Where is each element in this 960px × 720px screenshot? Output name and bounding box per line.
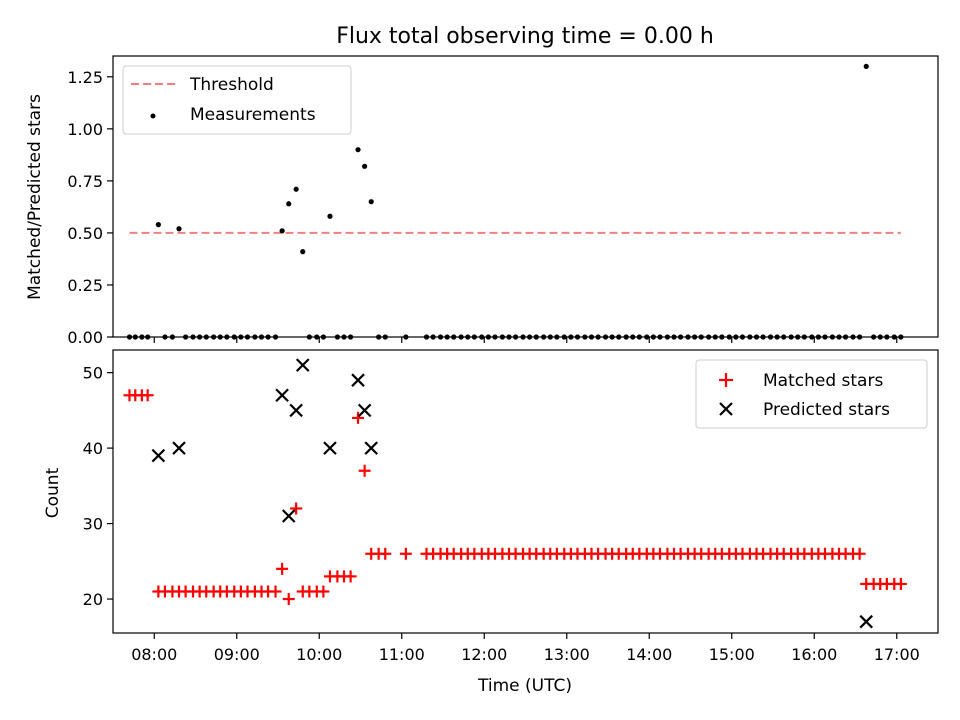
matched-star-point <box>290 502 303 515</box>
predicted-star-point <box>172 441 186 455</box>
matched-star-point <box>358 464 371 477</box>
matched-star-point <box>282 593 295 606</box>
chart-title: Flux total observing time = 0.00 h <box>336 24 714 49</box>
bottom-y-axis-label: Count <box>43 467 63 518</box>
measurement-point <box>286 201 292 207</box>
legend-measurements-label: Measurements <box>190 105 316 125</box>
matched-star-point <box>344 570 357 583</box>
legend-predicted-label: Predicted stars <box>763 400 890 420</box>
legend-matched-swatch <box>719 373 733 387</box>
bottom-x-tick-label: 14:00 <box>626 645 672 664</box>
bottom-panel: Count Time (UTC) 20 30 40 50 08:00 09:00 10:0… <box>43 349 939 696</box>
top-legend-box <box>122 65 352 135</box>
bottom-y-tick-label: 50 <box>83 364 103 383</box>
bottom-x-tick-label: 10:00 <box>296 645 342 664</box>
bottom-x-tick-label: 11:00 <box>379 645 425 664</box>
top-y-tick-label: 1.00 <box>67 120 103 139</box>
predicted-star-point <box>357 403 372 418</box>
top-y-tick-label: 1.25 <box>67 68 103 87</box>
bottom-x-tick-label: 09:00 <box>214 645 260 664</box>
legend-matched-label: Matched stars <box>763 371 883 391</box>
bottom-x-tick-label: 08:00 <box>131 645 177 664</box>
bottom-x-tick-label: 15:00 <box>709 645 755 664</box>
predicted-star-point <box>281 509 296 523</box>
bottom-y-tick-label: 20 <box>83 590 103 609</box>
top-y-tick-label: 0.25 <box>67 276 103 295</box>
predicted-stars-points <box>151 358 874 629</box>
bottom-x-tick-label: 16:00 <box>791 645 837 664</box>
bottom-plot-frame <box>112 349 939 634</box>
matched-star-point <box>141 389 154 402</box>
top-y-tick-label: 0.00 <box>67 328 103 347</box>
predicted-star-point <box>295 358 310 372</box>
matched-star-point <box>853 547 866 560</box>
bottom-legend: Matched stars Predicted stars <box>695 359 928 429</box>
measurement-point <box>355 147 361 153</box>
bottom-x-tick-label: 17:00 <box>874 645 920 664</box>
matched-star-point <box>352 411 365 424</box>
predicted-star-point <box>859 614 874 629</box>
top-panel: Flux total observing time = 0.00 h Match… <box>25 24 939 347</box>
bottom-y-tick-label: 40 <box>83 439 103 458</box>
predicted-star-point <box>151 448 166 463</box>
predicted-star-point <box>275 388 289 403</box>
bottom-x-tick-label: 13:00 <box>544 645 590 664</box>
legend-threshold-label: Threshold <box>189 75 274 95</box>
predicted-star-point <box>323 441 337 455</box>
measurement-point <box>279 228 285 234</box>
measurement-point <box>155 222 161 228</box>
top-y-tick-label: 0.75 <box>67 172 103 191</box>
predicted-star-point <box>364 441 379 455</box>
x-axis-label: Time (UTC) <box>477 676 572 696</box>
top-legend: Threshold Measurements <box>122 65 352 135</box>
matched-star-point <box>269 585 282 598</box>
bottom-x-tick-label: 12:00 <box>461 645 507 664</box>
predicted-star-point <box>289 403 303 418</box>
measurement-point <box>327 213 333 219</box>
matched-star-point <box>317 585 330 598</box>
measurement-point <box>176 226 182 232</box>
measurement-point <box>362 163 368 169</box>
top-plot-frame <box>112 55 939 338</box>
legend-predicted-swatch <box>719 402 733 416</box>
top-y-ticks: 0.00 0.25 0.50 0.75 1.00 1.25 <box>67 68 113 347</box>
matched-star-point <box>379 547 392 560</box>
bottom-x-ticks: 08:00 09:00 10:00 11:00 12:00 13:00 14:00 15:00… <box>131 633 920 664</box>
matched-star-point <box>276 562 289 575</box>
matched-stars-points <box>123 389 907 606</box>
top-y-tick-label: 0.50 <box>67 224 103 243</box>
matched-star-point <box>894 577 907 590</box>
top-x-ticks <box>153 337 898 343</box>
bottom-y-ticks: 20 30 40 50 <box>83 364 113 609</box>
top-y-axis-label: Matched/Predicted stars <box>25 94 45 300</box>
measurement-point <box>368 199 374 205</box>
matched-star-point <box>399 547 412 560</box>
legend-measurements-swatch <box>150 113 156 119</box>
bottom-y-tick-label: 30 <box>83 515 103 534</box>
predicted-star-point <box>351 373 365 387</box>
measurement-point <box>863 63 869 70</box>
measurement-point <box>293 186 299 192</box>
bottom-legend-box <box>695 359 928 429</box>
measurement-point <box>300 249 306 255</box>
